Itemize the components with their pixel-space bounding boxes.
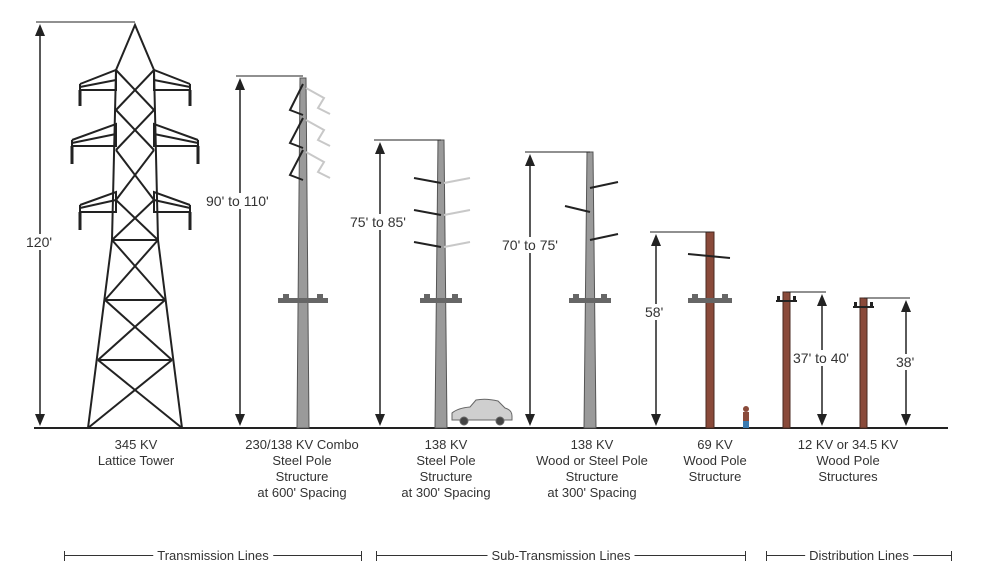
wood-pole-distribution-b xyxy=(853,297,874,429)
category-transmission: Transmission Lines xyxy=(64,548,362,564)
caption-steel-230: 230/138 KV Combo Steel Pole Structure at… xyxy=(232,437,372,501)
caption-voltage: 138 KV xyxy=(424,437,468,452)
caption-voltage: 69 KV xyxy=(697,437,733,452)
caption-line: Wood Pole xyxy=(816,453,880,468)
steel-pole-230 xyxy=(278,77,331,429)
caption-line: Steel Pole xyxy=(416,453,476,468)
category-distribution: Distribution Lines xyxy=(766,548,952,564)
category-label: Sub-Transmission Lines xyxy=(487,548,635,564)
height-label-lattice: 120' xyxy=(26,234,53,250)
caption-line: Structure xyxy=(565,469,619,484)
wood-pole-69 xyxy=(687,231,732,429)
category-label: Distribution Lines xyxy=(805,548,913,564)
steel-pole-138-b xyxy=(564,151,619,429)
category-label: Transmission Lines xyxy=(153,548,273,564)
height-label-steel-138: 75' to 85' xyxy=(350,214,406,230)
caption-line: Structure xyxy=(688,469,742,484)
caption-voltage: 138 KV xyxy=(570,437,614,452)
caption-line: at 300' Spacing xyxy=(547,485,637,500)
caption-line: Wood Pole xyxy=(683,453,747,468)
caption-wood-69: 69 KV Wood Pole Structure xyxy=(670,437,760,485)
caption-steel-138: 138 KV Steel Pole Structure at 300' Spac… xyxy=(386,437,506,501)
caption-line: at 600' Spacing xyxy=(257,485,347,500)
height-label-dist-a: 37' to 40' xyxy=(793,350,849,366)
height-label-dist-b: 38' xyxy=(896,354,915,370)
category-sub-transmission: Sub-Transmission Lines xyxy=(376,548,746,564)
height-label-wood-69: 58' xyxy=(645,304,664,320)
caption-line: at 300' Spacing xyxy=(401,485,491,500)
caption-voltage: 345 KV xyxy=(114,437,158,452)
caption-line: Lattice Tower xyxy=(97,453,175,468)
caption-distribution: 12 KV or 34.5 KV Wood Pole Structures xyxy=(778,437,918,485)
caption-line: Structure xyxy=(275,469,329,484)
lattice-tower xyxy=(70,22,200,429)
height-label-steel-138-b: 70' to 75' xyxy=(502,237,558,253)
caption-steel-138-b: 138 KV Wood or Steel Pole Structure at 3… xyxy=(527,437,657,501)
person xyxy=(743,406,749,428)
caption-line: Structure xyxy=(419,469,473,484)
car xyxy=(451,398,513,426)
steel-pole-138 xyxy=(413,139,471,429)
caption-voltage: 12 KV or 34.5 KV xyxy=(797,437,899,452)
caption-line: Wood or Steel Pole xyxy=(536,453,648,468)
height-label-steel-230: 90' to 110' xyxy=(206,193,269,209)
caption-voltage: 230/138 KV Combo xyxy=(245,437,359,452)
caption-line: Structures xyxy=(818,469,878,484)
caption-line: Steel Pole xyxy=(272,453,332,468)
caption-lattice-tower: 345 KV Lattice Tower xyxy=(76,437,196,469)
